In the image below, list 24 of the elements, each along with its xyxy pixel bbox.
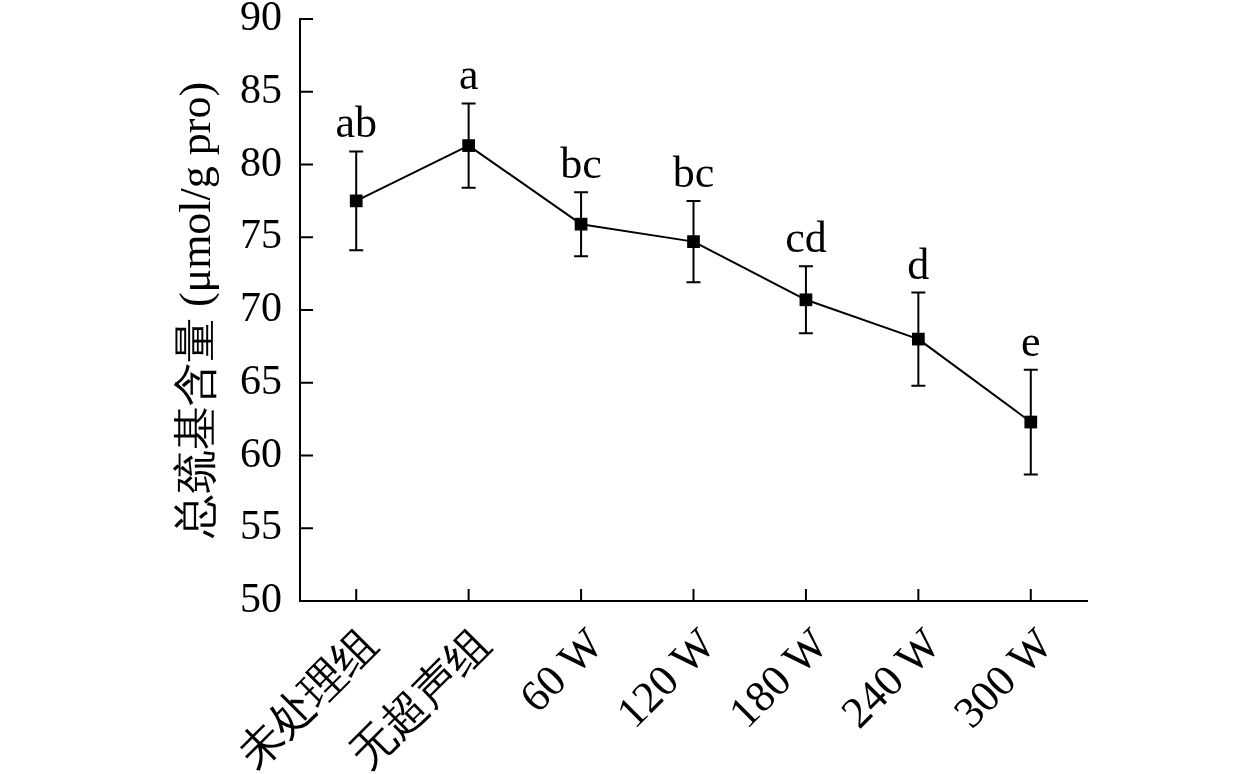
annotation: bc [672,147,715,197]
y-tick-label: 75 [240,211,282,258]
point [687,235,700,248]
y-tick-label: 50 [240,575,282,622]
annotation: cd [785,213,827,263]
point [799,293,813,307]
y-tick-label: 85 [240,65,282,112]
y-axis-title: 总巯基含量 (μmol/g pro) [170,81,220,540]
y-tick-label: 55 [240,502,282,549]
point [462,139,476,152]
y-tick-label: 80 [240,138,282,185]
point [911,332,925,346]
annotation: e [1021,316,1041,366]
y-tick-label: 70 [240,284,282,331]
y-tick-label: 90 [240,0,282,40]
point [349,194,363,208]
point [574,217,588,231]
annotation: bc [560,139,602,189]
y-tick-label: 60 [240,429,282,476]
annotation: ab [335,98,377,148]
annotation: a [458,50,479,100]
point [1024,415,1038,429]
annotation: d [907,239,930,289]
y-tick-label: 65 [240,356,282,403]
